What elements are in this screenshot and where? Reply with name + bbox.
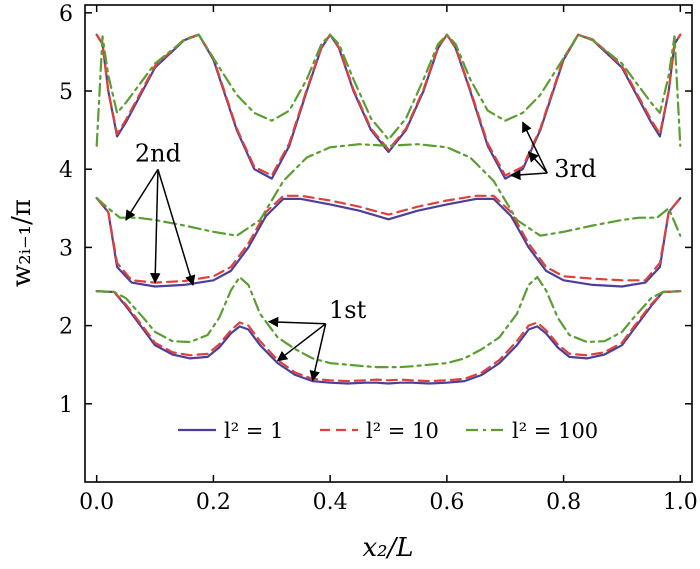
- legend: l² = 1 l² = 10 l² = 100: [178, 419, 598, 443]
- annotation-arrow: [309, 323, 327, 382]
- annotation-label: 1st: [329, 296, 367, 324]
- y-tick-label: 4: [59, 158, 73, 183]
- annotation-label: 3rd: [554, 155, 596, 183]
- series-line-2nd: [95, 143, 682, 237]
- y-tick-label: 3: [59, 236, 73, 261]
- series-lines: [95, 33, 682, 385]
- annotation-arrow: [125, 168, 159, 221]
- x-tick-label: 0.6: [429, 490, 464, 515]
- series-line-1st: [95, 290, 682, 383]
- plot-frame: [84, 4, 693, 483]
- series-line-1st: [95, 276, 682, 369]
- x-tick-label: 0.4: [313, 490, 348, 515]
- y-axis-title: w₂ᵢ₋₁/π: [7, 199, 37, 287]
- annotation-arrow: [522, 121, 548, 174]
- y-tick-label: 2: [59, 315, 73, 340]
- annotations: 2nd 1st 3rd: [125, 121, 596, 382]
- y-tick-label: 6: [59, 2, 73, 27]
- series-line-1st: [95, 290, 682, 385]
- x-tick-label: 0.2: [196, 490, 231, 515]
- legend-label: l² = 1: [224, 419, 283, 443]
- x-tick-label: 0.0: [79, 490, 114, 515]
- series-line-3rd: [95, 33, 682, 147]
- annotation-arrow: [527, 151, 548, 174]
- legend-label: l² = 10: [366, 419, 439, 443]
- annotation-arrow: [157, 169, 196, 286]
- annotation-arrow: [267, 316, 326, 328]
- x-tick-label: 0.8: [546, 490, 581, 515]
- legend-label: l² = 100: [512, 419, 598, 443]
- x-tick-label: 1.0: [663, 490, 698, 515]
- y-tick-label: 5: [59, 80, 73, 105]
- annotation-arrow: [276, 323, 327, 362]
- ticks: 0.0 0.2 0.4 0.6 0.8 1.0 1 2 3 4 5 6: [59, 2, 698, 515]
- y-tick-label: 1: [59, 393, 73, 418]
- series-line-2nd: [95, 197, 682, 288]
- series-line-2nd: [95, 194, 682, 284]
- annotation-label: 2nd: [135, 139, 181, 167]
- annotation-arrow: [150, 169, 161, 284]
- annotation-arrow: [510, 169, 548, 181]
- x-axis-title: x₂/L: [362, 533, 413, 563]
